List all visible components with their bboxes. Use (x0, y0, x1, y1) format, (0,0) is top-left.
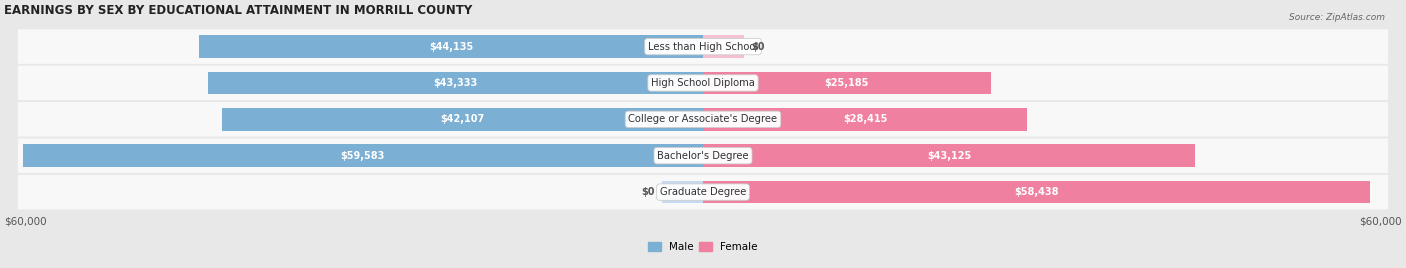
FancyBboxPatch shape (18, 175, 1388, 209)
Bar (222, 108, 703, 131)
Text: Less than High School: Less than High School (648, 42, 758, 51)
Bar (208, 72, 703, 94)
Text: Source: ZipAtlas.com: Source: ZipAtlas.com (1289, 13, 1385, 23)
Text: $44,135: $44,135 (429, 42, 474, 51)
Text: High School Diploma: High School Diploma (651, 78, 755, 88)
Text: $43,125: $43,125 (927, 151, 972, 161)
Text: $60,000: $60,000 (1360, 217, 1402, 227)
Text: EARNINGS BY SEX BY EDUCATIONAL ATTAINMENT IN MORRILL COUNTY: EARNINGS BY SEX BY EDUCATIONAL ATTAINMEN… (4, 4, 472, 17)
FancyBboxPatch shape (18, 139, 1388, 173)
Bar (703, 35, 744, 58)
Text: $0: $0 (751, 42, 765, 51)
Bar (662, 181, 703, 203)
Bar (200, 35, 703, 58)
FancyBboxPatch shape (18, 102, 1388, 137)
Bar (22, 144, 703, 167)
Bar (703, 72, 991, 94)
Text: Bachelor's Degree: Bachelor's Degree (657, 151, 749, 161)
Text: $0: $0 (641, 187, 655, 197)
Text: $25,185: $25,185 (824, 78, 869, 88)
Legend: Male, Female: Male, Female (644, 238, 762, 256)
Bar (703, 108, 1028, 131)
Text: $42,107: $42,107 (440, 114, 485, 124)
Bar (703, 181, 1371, 203)
FancyBboxPatch shape (18, 29, 1388, 64)
Text: College or Associate's Degree: College or Associate's Degree (628, 114, 778, 124)
Text: $60,000: $60,000 (4, 217, 46, 227)
Text: Graduate Degree: Graduate Degree (659, 187, 747, 197)
Bar (703, 144, 1195, 167)
Text: $58,438: $58,438 (1014, 187, 1059, 197)
Text: $28,415: $28,415 (844, 114, 887, 124)
Text: $59,583: $59,583 (340, 151, 385, 161)
Text: $43,333: $43,333 (433, 78, 478, 88)
FancyBboxPatch shape (18, 66, 1388, 100)
